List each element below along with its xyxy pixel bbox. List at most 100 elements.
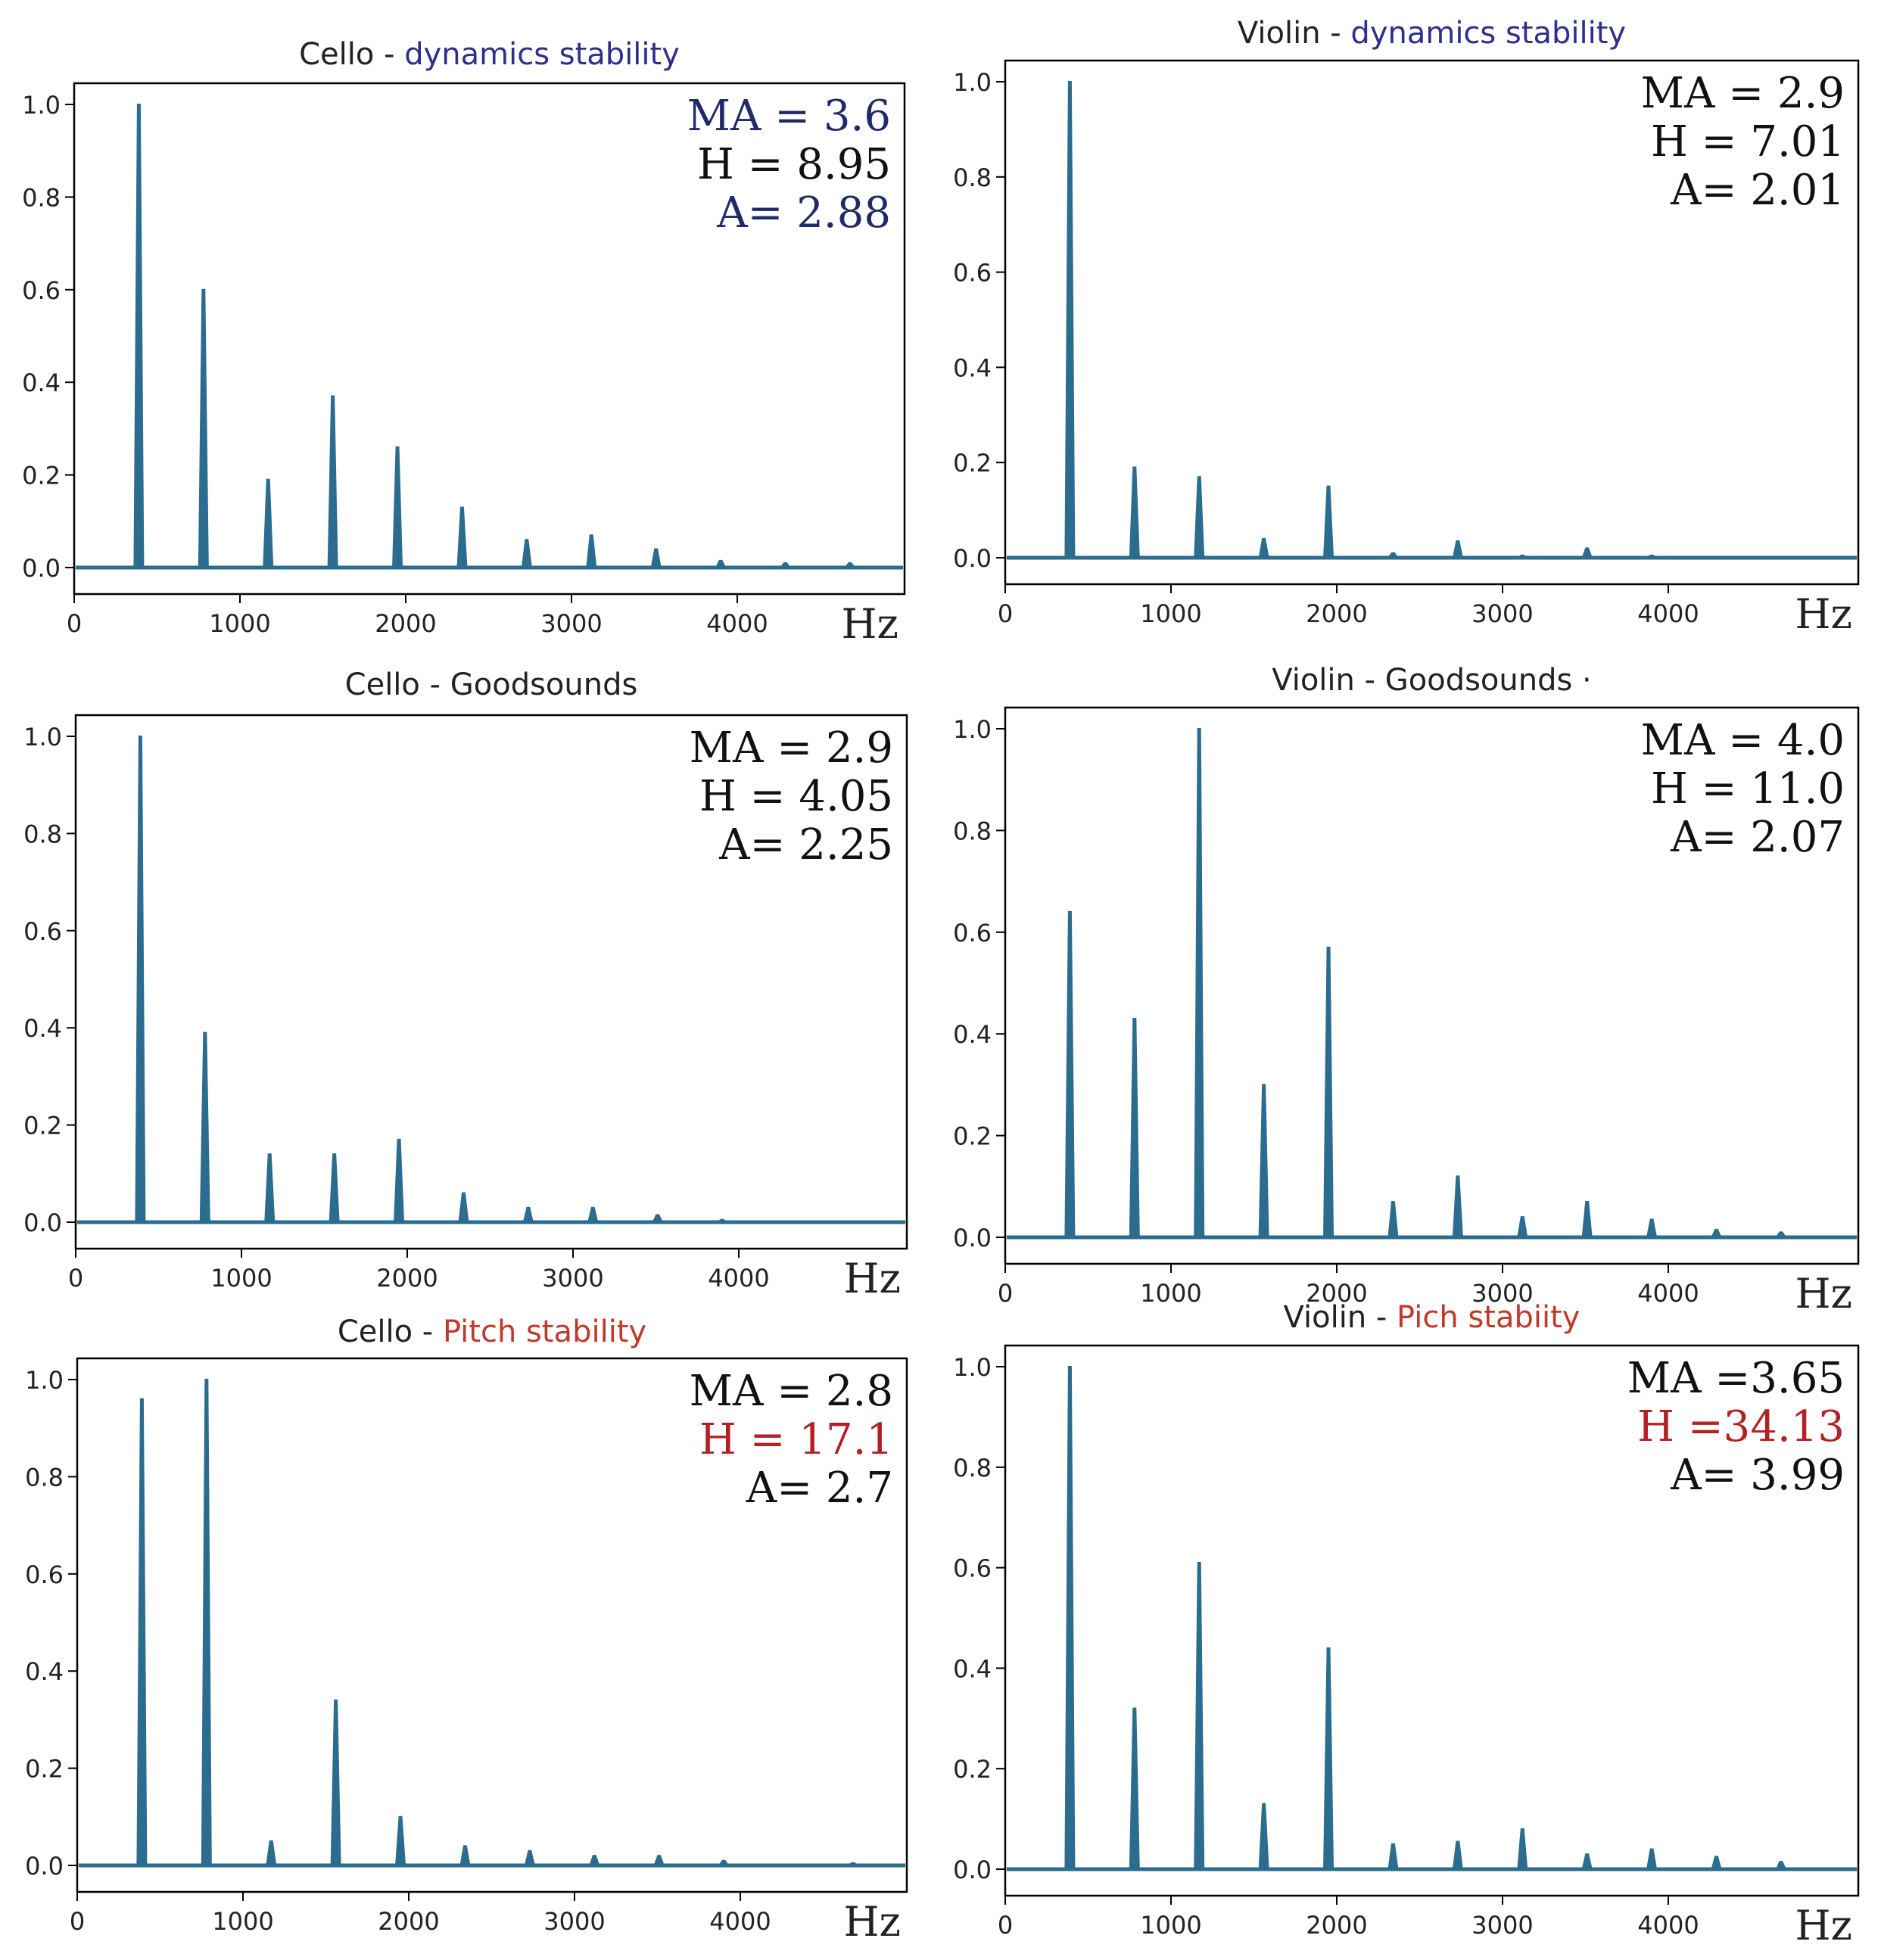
spectral-peak	[1515, 554, 1530, 558]
x-tick-label: 0	[998, 1279, 1013, 1308]
spectral-peak	[394, 1138, 405, 1223]
spectral-peak	[330, 1699, 341, 1866]
spectral-peak	[588, 1855, 600, 1866]
stat-annotation: MA = 4.0	[1641, 716, 1845, 765]
x-tick-label: 0	[67, 609, 82, 638]
spectral-peak	[1387, 1843, 1399, 1870]
y-tick-label: 0.8	[953, 1454, 992, 1482]
x-tick-label: 4000	[1637, 599, 1699, 628]
stat-annotation: A= 2.88	[716, 188, 891, 238]
spectral-peak	[135, 736, 146, 1223]
spectral-peak	[650, 548, 662, 568]
spectrum-chart-5: Cello - Pitch stability 0.0 0.2 0.4 0.6 0.8 1.…	[25, 1314, 908, 1946]
stat-annotation: H = 17.1	[699, 1415, 893, 1464]
y-tick-label: 1.0	[953, 68, 992, 97]
x-tick-label: 4000	[1637, 1911, 1699, 1940]
x-tick-label: 2000	[378, 1907, 439, 1936]
spectral-peak	[1581, 1853, 1593, 1870]
y-tick-label: 0.2	[25, 1755, 64, 1784]
y-tick-label: 0.6	[953, 1554, 992, 1583]
chart-title: Violin - Goodsounds ·	[1272, 663, 1592, 698]
x-tick-label: 1000	[1140, 599, 1201, 628]
spectral-peak	[843, 562, 856, 568]
y-tick-label: 0.6	[23, 917, 62, 946]
x-axis-unit: Hz	[843, 1255, 901, 1302]
x-tick-label: 3000	[1471, 1911, 1533, 1940]
spectral-peak	[1064, 910, 1076, 1238]
y-tick-label: 0.4	[23, 1014, 62, 1043]
y-tick-label: 1.0	[25, 1366, 64, 1395]
stat-annotation: H = 4.05	[699, 772, 893, 821]
x-tick-label: 2000	[376, 1264, 438, 1293]
spectral-peak	[459, 1845, 471, 1866]
spectral-peak	[136, 1398, 148, 1866]
y-tick-label: 0.2	[953, 1755, 992, 1784]
y-tick-label: 0.4	[953, 353, 992, 382]
spectral-peak	[718, 1859, 730, 1866]
x-tick-label: 3000	[543, 1907, 605, 1936]
spectral-peak	[1194, 476, 1205, 558]
y-tick-label: 0.6	[25, 1560, 64, 1589]
y-tick-label: 0.0	[22, 554, 61, 583]
spectral-peak	[1517, 1828, 1528, 1870]
spectrum-chart-1: Cello - dynamics stability 0.0 0.2 0.4 0.6 0.…	[22, 37, 906, 648]
spectral-peak	[715, 559, 727, 568]
spectral-peak	[1775, 1861, 1787, 1870]
chart-title: Violin - dynamics stability	[1238, 16, 1626, 51]
spectral-peak	[394, 1815, 406, 1866]
x-tick-label: 0	[998, 1911, 1013, 1940]
x-tick-label: 1000	[212, 1907, 273, 1936]
plot-frame	[1004, 59, 1860, 586]
x-tick-label: 0	[998, 599, 1013, 628]
spectrum-chart-6: Violin - Pich stabiity 0.0 0.2 0.4 0.6 0.8 1.0…	[953, 1300, 1860, 1949]
spectral-peak	[266, 1840, 277, 1866]
spectral-peak	[327, 395, 338, 568]
x-tick-label: 2000	[1306, 1279, 1367, 1308]
chart-title-prefix: Cello - Goodsounds	[345, 667, 638, 702]
spectral-peak	[1323, 1647, 1334, 1870]
spectral-peak	[1387, 1200, 1399, 1238]
stat-annotation: MA = 2.9	[1641, 69, 1845, 118]
x-tick-label: 3000	[542, 1264, 603, 1293]
y-tick-label: 0.0	[25, 1852, 64, 1881]
chart-title-accent: dynamics stability	[404, 37, 680, 72]
spectral-peak	[521, 539, 533, 568]
spectral-peak	[1387, 552, 1400, 558]
x-tick-label: 3000	[1471, 599, 1533, 628]
spectral-peak	[1452, 1175, 1463, 1238]
chart-title-prefix: Violin -	[1238, 16, 1351, 51]
chart-title: Violin - Pich stabiity	[1284, 1300, 1580, 1335]
y-tick-label: 0.6	[22, 276, 61, 305]
chart-title-accent: Pich stabiity	[1397, 1300, 1580, 1335]
x-tick-label: 1000	[210, 1264, 272, 1293]
y-tick-label: 1.0	[953, 715, 992, 744]
stat-annotation: MA = 2.9	[690, 723, 893, 773]
stat-annotation: H = 8.95	[697, 140, 891, 189]
plot-frame	[76, 1357, 908, 1893]
x-tick-label: 4000	[706, 609, 768, 638]
x-tick-label: 1000	[209, 609, 270, 638]
y-tick-label: 0.4	[953, 1654, 992, 1683]
y-tick-label: 0.4	[953, 1020, 992, 1049]
spectral-peak	[779, 562, 792, 568]
spectral-peak	[1258, 537, 1269, 558]
spectral-peak	[1581, 1200, 1593, 1238]
spectral-peak	[587, 1206, 599, 1223]
spectral-peak	[133, 104, 145, 568]
spectral-peak	[199, 1031, 210, 1223]
spectral-peak	[524, 1850, 536, 1866]
plot-frame	[1004, 1344, 1860, 1897]
y-tick-label: 0.8	[953, 163, 992, 192]
spectral-peak	[329, 1153, 340, 1223]
x-tick-label: 2000	[375, 609, 436, 638]
y-tick-label: 0.4	[22, 369, 61, 397]
spectral-peak	[1129, 466, 1140, 558]
spectral-peak	[1452, 1840, 1464, 1870]
x-tick-label: 3000	[540, 609, 602, 638]
spectral-peak	[198, 288, 209, 568]
y-tick-label: 0.0	[953, 1224, 992, 1252]
y-tick-label: 0.8	[23, 820, 62, 848]
stat-annotation: H = 7.01	[1651, 117, 1845, 166]
chart-title: Cello - dynamics stability	[299, 37, 680, 72]
